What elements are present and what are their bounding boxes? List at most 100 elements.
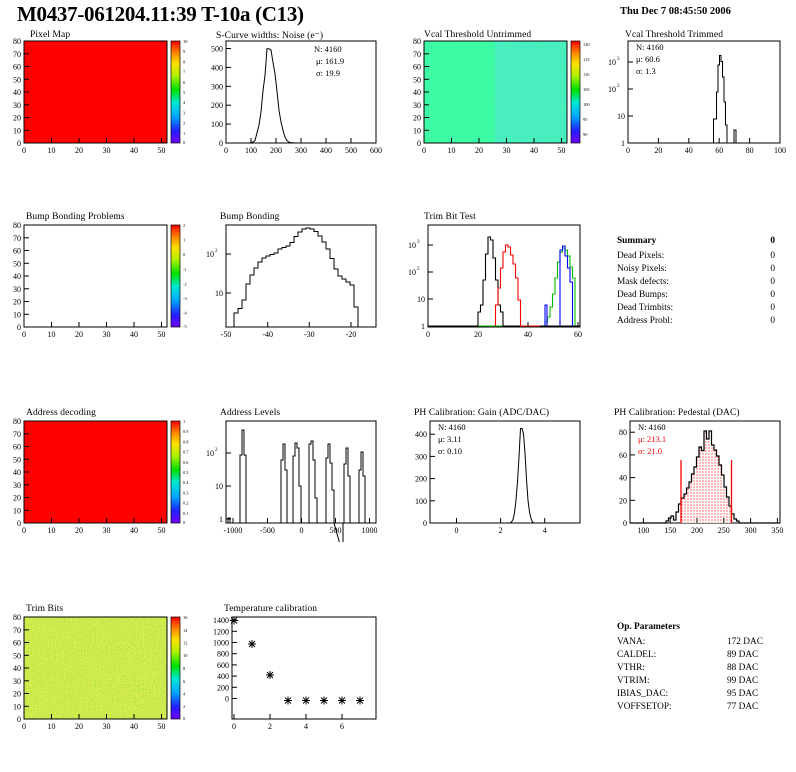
panel-title: Bump Bonding [220,212,280,222]
plot-trim-bit-test: 0 20 40 60 1 10 10 2 10 3 [408,224,582,339]
panel-trim-bit-test: Trim Bit Test 0 20 40 60 1 1 [400,212,596,344]
svg-text:2: 2 [183,121,185,126]
op-parameter-value: 99 DAC [727,676,759,686]
page-title: M0437-061204.11:39 T-10a (C13) [17,2,304,26]
panel-title: Pixel Map [30,30,71,40]
summary-label: Noisy Pixels: [617,264,667,274]
svg-text:0.2: 0.2 [183,501,189,506]
svg-text:0.9: 0.9 [183,429,189,434]
plot-ph-calibration-pedestal: 100 150 200 250 300 350 0 20 40 60 80 [619,420,783,535]
svg-text:100: 100 [637,526,649,535]
svg-text:-4: -4 [183,311,187,316]
svg-text:40: 40 [130,146,138,155]
svg-text:9: 9 [183,49,186,54]
svg-text:30: 30 [13,285,21,294]
svg-text:7: 7 [183,70,186,75]
svg-text:1000: 1000 [362,526,378,535]
svg-text:10: 10 [408,268,416,277]
svg-text:10: 10 [48,330,56,339]
svg-text:300: 300 [295,146,307,155]
svg-text:115: 115 [583,57,590,62]
svg-text:300: 300 [745,526,757,535]
svg-text:80: 80 [13,37,21,46]
panel-address-decoding: Address decoding 0 10 20 30 40 50 0 10 2… [0,408,196,542]
svg-text:110: 110 [583,72,590,77]
op-parameter-value: 89 DAC [727,650,759,660]
svg-text:400: 400 [211,63,223,72]
stat-sigma-value: 1.3 [645,66,656,76]
svg-text:120: 120 [583,42,590,47]
svg-text:600: 600 [217,661,229,670]
op-parameter-label: VOFFSETOP: [617,702,672,712]
op-parameter-value: 172 DAC [727,637,763,647]
date-stamp: Thu Dec 7 08:45:50 2006 [620,6,731,17]
svg-text:-2: -2 [183,281,187,286]
svg-text:6: 6 [183,80,186,85]
plot-pixel-map: 0 10 20 30 40 50 0 10 20 30 40 50 60 70 … [13,37,188,155]
svg-text:40: 40 [524,330,532,339]
svg-text:40: 40 [13,468,21,477]
svg-text:20: 20 [75,330,83,339]
svg-text:50: 50 [13,651,21,660]
op-parameters-heading: Op. Parameters [617,622,680,632]
svg-text:10: 10 [206,250,214,259]
svg-text:200: 200 [691,526,703,535]
svg-text:0: 0 [423,519,427,528]
panel-title: Trim Bits [26,604,64,614]
stat-n-value: 4160 [646,42,664,52]
svg-text:30: 30 [413,101,421,110]
stat-sigma-value: 19.9 [325,68,340,78]
panel-pixel-map: Pixel Map 0 10 20 30 40 50 0 10 20 30 40… [0,30,196,160]
svg-text:1000: 1000 [213,639,229,648]
plot-temperature-calibration: 0 2 4 6 0 200 400 600 800 1000 1200 1400 [213,616,377,731]
svg-text:40: 40 [13,88,21,97]
svg-text:4: 4 [183,100,186,105]
svg-text:1: 1 [183,419,185,424]
op-parameter-value: 88 DAC [727,663,759,673]
svg-text:30: 30 [103,722,111,731]
summary-label: Mask defects: [617,277,669,287]
svg-text:200: 200 [270,146,282,155]
svg-text:10: 10 [408,241,416,250]
op-parameters-heading-row: Op. Parameters [617,622,796,637]
svg-text:-20: -20 [346,330,357,339]
svg-text:20: 20 [13,114,21,123]
svg-text:300: 300 [415,452,427,461]
svg-text:105: 105 [583,87,590,92]
svg-text:2: 2 [417,267,420,272]
summary-row: Address Probl: 0 [617,316,792,329]
svg-text:10: 10 [215,289,223,298]
svg-text:5: 5 [183,90,186,95]
svg-text:3: 3 [417,240,420,245]
svg-text:0: 0 [426,330,430,339]
stat-n: N: 4160 [638,422,666,432]
svg-text:150: 150 [664,526,676,535]
stat-sigma-value: 0.10 [447,446,462,456]
svg-text:50: 50 [413,75,421,84]
svg-text:60: 60 [715,146,723,155]
panel-title: Address Levels [220,408,281,418]
svg-text:50: 50 [558,146,566,155]
summary-row: Dead Pixels: 0 [617,251,792,264]
svg-text:70: 70 [13,234,21,243]
svg-text:500: 500 [345,146,357,155]
svg-text:0.3: 0.3 [183,490,189,495]
svg-text:40: 40 [619,474,627,483]
svg-text:40: 40 [13,272,21,281]
svg-text:3: 3 [617,57,620,62]
svg-text:1: 1 [621,139,625,148]
svg-text:200: 200 [415,475,427,484]
svg-text:0: 0 [626,146,630,155]
svg-text:2: 2 [268,722,272,731]
svg-text:-1: -1 [183,267,187,272]
svg-text:50: 50 [13,455,21,464]
op-parameter-row: VTHR: 88 DAC [617,663,796,676]
panel-trim-bits: Trim Bits 0 10 20 30 40 50 0 10 20 [0,604,196,738]
svg-text:0: 0 [232,722,236,731]
svg-text:0: 0 [417,139,421,148]
op-parameter-value: 77 DAC [727,702,759,712]
svg-text:30: 30 [13,101,21,110]
svg-text:80: 80 [413,37,421,46]
stat-n-value: 4160 [448,422,466,432]
stat-mu: μ: 161.9 [316,56,345,66]
